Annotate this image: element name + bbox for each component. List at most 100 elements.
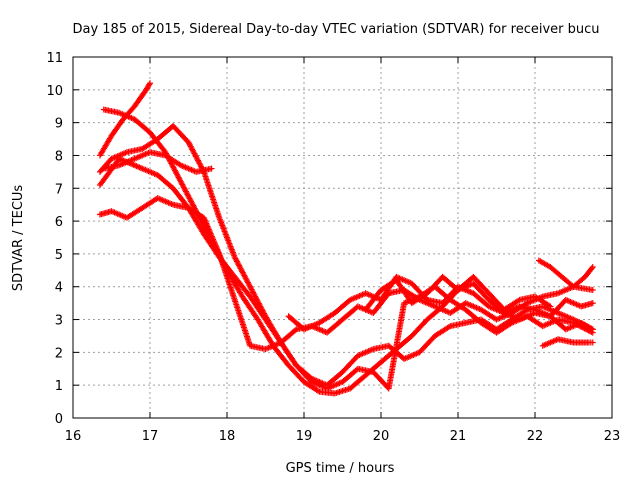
data-point: [354, 303, 361, 310]
trace-marker: [522, 307, 529, 314]
data-point: [154, 172, 161, 179]
data-point: [285, 362, 292, 369]
y-tick-label: 4: [55, 281, 63, 296]
data-point: [539, 303, 546, 310]
data-point: [347, 385, 354, 392]
data-point: [532, 309, 538, 316]
data-point: [539, 293, 546, 300]
data-point: [293, 362, 300, 369]
data-point: [478, 319, 485, 326]
data-point: [216, 250, 223, 257]
data-point: [324, 329, 331, 336]
series-track-5: [96, 195, 596, 353]
data-point: [154, 136, 161, 143]
data-point: [416, 349, 423, 356]
data-point: [262, 316, 269, 323]
data-point: [331, 390, 338, 397]
trace-marker: [292, 327, 299, 334]
data-point: [354, 352, 361, 359]
data-point: [439, 273, 446, 280]
data-point: [424, 316, 431, 323]
data-point: [147, 129, 153, 136]
x-tick-label: 21: [450, 429, 467, 444]
data-point: [185, 139, 192, 146]
series-track-4: [96, 155, 596, 392]
x-axis-label: GPS time / hours: [286, 461, 395, 476]
data-point: [478, 306, 485, 313]
data-point: [100, 106, 107, 113]
data-point: [485, 290, 492, 297]
data-point: [154, 195, 161, 202]
data-point: [316, 388, 323, 395]
data-point: [370, 309, 377, 316]
data-point: [508, 319, 515, 326]
data-point: [493, 329, 500, 336]
data-point: [431, 332, 438, 339]
data-point: [170, 185, 177, 192]
data-point: [96, 211, 103, 218]
data-point: [116, 162, 123, 169]
data-point: [120, 116, 127, 123]
data-point: [516, 316, 523, 323]
data-point: [424, 290, 431, 297]
data-point: [582, 273, 589, 280]
data-point: [108, 155, 115, 162]
data-point: [301, 378, 307, 385]
data-point: [347, 296, 354, 303]
trace-marker: [146, 81, 153, 88]
data-point: [470, 290, 477, 297]
data-point: [254, 316, 261, 323]
data-point: [589, 326, 596, 333]
x-tick-label: 18: [219, 429, 236, 444]
data-point: [239, 293, 246, 300]
trace-marker: [515, 297, 522, 304]
data-point: [439, 300, 446, 307]
data-point: [362, 290, 369, 297]
data-point: [447, 323, 454, 330]
y-tick-label: 3: [55, 314, 63, 329]
grid-lines: [73, 57, 612, 418]
plot-frame: [72, 56, 613, 419]
data-point: [339, 316, 346, 323]
data-point: [200, 214, 207, 221]
y-tick-label: 5: [55, 248, 63, 263]
data-point: [378, 287, 384, 294]
data-point: [589, 300, 596, 307]
data-point: [462, 306, 469, 313]
data-point: [339, 378, 346, 385]
data-point: [285, 313, 292, 320]
data-point: [331, 309, 338, 316]
data-point: [170, 122, 177, 129]
data-point: [570, 339, 577, 346]
data-point: [589, 264, 596, 271]
data-point: [385, 342, 392, 349]
data-point: [131, 116, 138, 123]
data-point: [532, 293, 538, 300]
data-point: [139, 204, 146, 211]
data-point: [370, 346, 377, 353]
data-point: [408, 300, 415, 307]
data-point: [470, 280, 477, 287]
data-point: [96, 152, 103, 159]
data-point: [216, 214, 223, 221]
data-point: [447, 309, 454, 316]
data-point: [470, 273, 477, 280]
data-point: [558, 273, 565, 280]
data-point: [96, 168, 103, 175]
y-tick-label: 2: [55, 346, 63, 361]
series-track-2: [100, 106, 596, 397]
data-point: [408, 280, 415, 287]
data-point: [485, 303, 492, 310]
y-tick-label: 0: [55, 412, 63, 427]
data-point: [162, 152, 169, 159]
data-point: [177, 162, 184, 169]
x-tick-label: 23: [604, 429, 621, 444]
data-point: [562, 296, 569, 303]
data-point: [589, 339, 596, 346]
data-point: [247, 293, 254, 300]
data-point: [123, 149, 130, 156]
data-point: [378, 359, 384, 366]
data-point: [547, 303, 554, 310]
data-point: [116, 155, 123, 162]
data-point: [100, 165, 107, 172]
